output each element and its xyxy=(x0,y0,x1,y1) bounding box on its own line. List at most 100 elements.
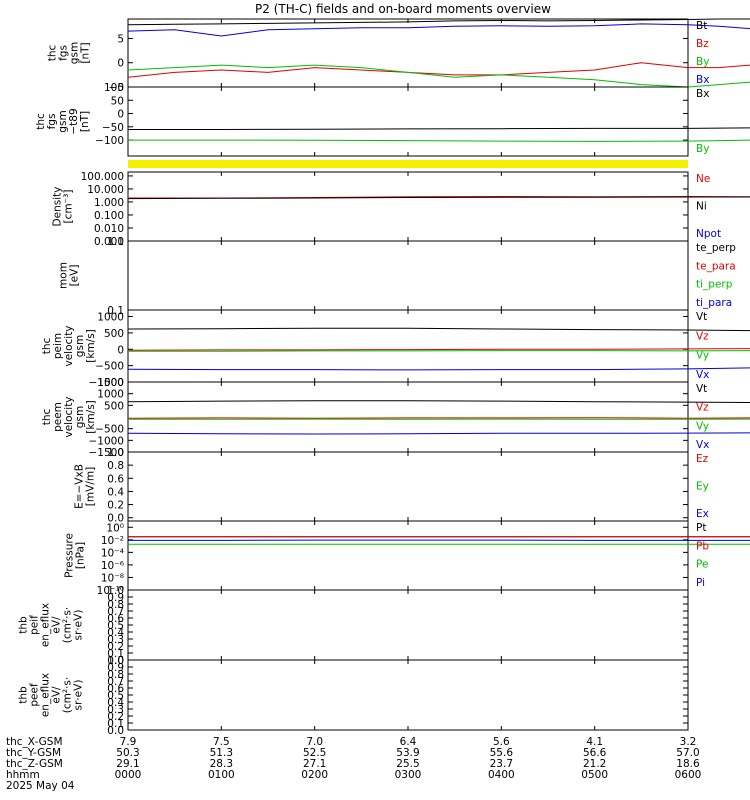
legend-entry: Pt xyxy=(696,522,706,534)
legend-entry: Vx xyxy=(696,369,709,381)
legend-entry: te_perp xyxy=(696,242,736,254)
y-axis-label-line: [nT] xyxy=(80,42,92,63)
legend-entry: Bx xyxy=(696,74,709,86)
y-tick-label: 0.9 xyxy=(107,662,124,674)
chart-title: P2 (TH-C) fields and on-board moments ov… xyxy=(255,2,551,16)
panel-frame xyxy=(127,381,689,453)
x-tick-label: 0300 xyxy=(395,769,422,781)
y-tick-label: −5 xyxy=(109,82,124,94)
y-tick-label: −500 xyxy=(95,361,124,373)
x-tick-label: 0200 xyxy=(301,769,328,781)
panel-frame xyxy=(127,240,689,311)
y-tick-label: −1500 xyxy=(88,447,124,459)
legend-entry: Bt xyxy=(696,20,707,32)
panel-frame xyxy=(127,18,689,88)
y-axis-label-line: [km/s] xyxy=(85,329,97,363)
y-axis-label-line: [nT] xyxy=(79,111,91,132)
y-axis-label-line: peem xyxy=(52,402,64,432)
y-axis-label: mom[eV] xyxy=(58,262,81,289)
y-tick-label: 0.4 xyxy=(107,627,124,639)
x-tick-label: 28.3 xyxy=(210,758,233,770)
y-axis-label: Pressure[nPa] xyxy=(64,533,87,578)
y-tick-label: 0.2 xyxy=(107,500,124,512)
y-axis-label: thcfgsgsm[nT] xyxy=(47,42,92,64)
x-tick-label: 0000 xyxy=(115,769,142,781)
panel-fgs: −5 0 5 thcfgsgsm[nT] Bt Bz By Bx xyxy=(47,18,750,94)
panels: −505thcfgsgsm[nT]BtBzByBx−100−50050100th… xyxy=(18,18,750,737)
x-axis-row-label: thc_Y-GSM xyxy=(6,747,61,759)
y-axis-label-line: (cm²·s· xyxy=(62,607,74,643)
y-tick-label: 0.010 xyxy=(94,223,124,235)
x-tick-label: 7.9 xyxy=(120,736,137,748)
y-tick-label: 1.0 xyxy=(107,585,124,597)
legend-entry: Ez xyxy=(696,453,709,465)
legend-entry: Ex xyxy=(696,508,709,520)
y-tick-label: 0.7 xyxy=(107,676,124,688)
y-tick-label: 1.0 xyxy=(107,447,124,459)
y-tick-label: 0.6 xyxy=(107,683,124,695)
panel-frame xyxy=(127,309,689,383)
y-axis-label-line: thc xyxy=(47,45,59,62)
y-tick-label: 0.3 xyxy=(107,704,124,716)
x-tick-label: 25.5 xyxy=(396,758,419,770)
y-tick-label: 1.0 xyxy=(107,655,124,667)
x-tick-label: 29.1 xyxy=(116,758,139,770)
y-tick-label: 10⁻⁴ xyxy=(101,547,124,559)
series-line-vx xyxy=(127,367,750,371)
y-tick-label: −1000 xyxy=(88,377,124,389)
mode-bar xyxy=(128,160,688,168)
x-axis-row-label: thc_Z-GSM xyxy=(6,758,63,770)
y-tick-label: 0.8 xyxy=(107,669,124,681)
panel-peif_en_eflux: 0.00.10.20.30.40.50.60.70.80.91.0thbpeif… xyxy=(18,585,689,667)
y-axis-label-line: thb xyxy=(18,686,30,704)
x-tick-label: 51.3 xyxy=(210,747,233,759)
panel-frame xyxy=(127,86,689,157)
y-axis-label-line: gsm xyxy=(74,406,86,428)
x-tick-label: 6.4 xyxy=(400,736,417,748)
y-tick-label: 0.5 xyxy=(107,620,124,632)
y-tick-label: 1.000 xyxy=(94,197,124,209)
series-line-pe xyxy=(128,543,750,545)
y-axis-label-line: Pressure xyxy=(64,533,76,578)
y-tick-label: 0.6 xyxy=(107,473,124,485)
y-tick-label: 0 xyxy=(117,58,124,70)
x-tick-label: 23.7 xyxy=(490,758,513,770)
y-tick-label: 0.4 xyxy=(107,697,124,709)
x-tick-label: 53.9 xyxy=(396,747,419,759)
legend-entry: Vy xyxy=(696,420,709,432)
y-axis-label-line: gsm xyxy=(57,110,69,132)
legend-entry: By xyxy=(696,143,709,155)
series-line-by xyxy=(127,64,750,88)
y-axis-label-line: velocity xyxy=(63,396,75,437)
y-tick-label: 0.0 xyxy=(107,513,124,525)
x-tick-label: 7.5 xyxy=(213,736,230,748)
series-line-vz xyxy=(127,348,750,351)
legend-entry: Pb xyxy=(696,540,709,552)
legend-entry: Npot xyxy=(696,228,721,240)
x-tick-label: 0400 xyxy=(488,769,515,781)
legend-entry: Bz xyxy=(696,38,709,50)
y-tick-label: 0.3 xyxy=(107,634,124,646)
y-axis-label-line: en_eflux xyxy=(40,603,52,647)
y-tick-label: 0.1 xyxy=(107,648,124,660)
y-axis-label-line: eV/ xyxy=(51,616,63,634)
y-tick-label: 0.4 xyxy=(107,486,124,498)
legend-entry: By xyxy=(696,56,709,68)
series-line-pb xyxy=(128,536,750,538)
y-tick-label: 0.100 xyxy=(94,210,124,222)
x-tick-label: 0500 xyxy=(581,769,608,781)
panel-frame xyxy=(127,589,689,661)
y-tick-label: 10⁰ xyxy=(106,522,124,534)
y-axis-label-line: eV/ xyxy=(51,686,63,704)
y-axis-label-line: Density xyxy=(52,187,64,227)
y-axis-label-line: E=−VxB xyxy=(74,464,86,509)
y-tick-label: 1000 xyxy=(97,389,124,401)
y-tick-label: 0.8 xyxy=(107,460,124,472)
x-tick-label: 7.0 xyxy=(306,736,323,748)
series-line-bx xyxy=(127,23,750,37)
panel-e_field: 0.00.2 0.40.60.81.0 E=−VxB[mV/m] Ez Ey Ex xyxy=(74,447,709,525)
legend-entry: Vt xyxy=(696,383,707,395)
y-tick-label: 1000 xyxy=(97,312,124,324)
legend-entry: Vz xyxy=(696,330,709,342)
panel-frame xyxy=(127,451,689,522)
